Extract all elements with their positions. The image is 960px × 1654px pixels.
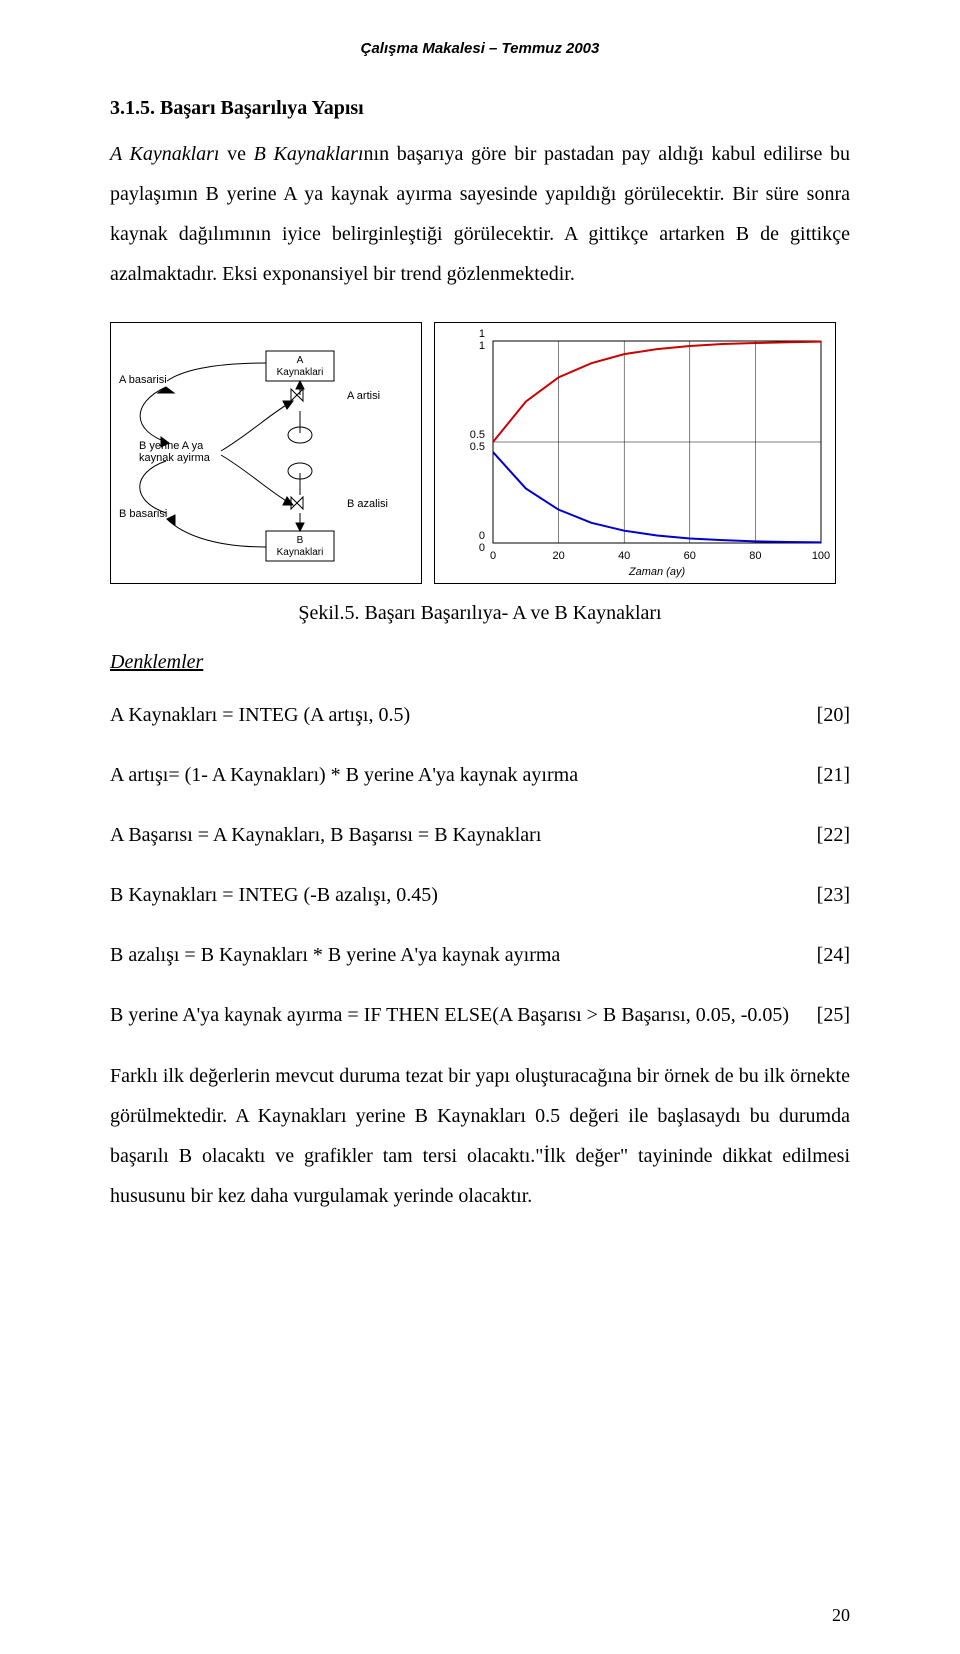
equation-number: [24] [799,936,850,974]
equation-row: B azalışı = B Kaynakları * B yerine A'ya… [110,936,850,974]
svg-text:Kaynaklari: Kaynaklari [277,547,324,558]
svg-text:0: 0 [479,542,485,554]
time-series-chart: 0 20 40 60 80 100 11 0.50.5 00 Zaman (ay) [434,322,836,584]
svg-text:kaynak ayirma: kaynak ayirma [139,452,211,464]
svg-text:B basarisi: B basarisi [119,508,167,520]
page-number: 20 [832,1605,850,1626]
svg-text:80: 80 [749,550,761,562]
svg-text:1: 1 [479,340,485,352]
equation-lhs: A Başarısı = A Kaynakları, B Başarısı = … [110,816,799,854]
equation-number: [22] [799,816,850,854]
body-paragraph-2: Farklı ilk değerlerin mevcut duruma teza… [110,1056,850,1216]
svg-text:A basarisi: A basarisi [119,374,167,386]
svg-text:B: B [297,535,304,546]
equation-row: A artışı= (1- A Kaynakları) * B yerine A… [110,756,850,794]
equation-number: [23] [799,876,850,914]
svg-text:0.5: 0.5 [470,429,485,441]
svg-text:Zaman (ay): Zaman (ay) [628,566,686,578]
svg-text:0: 0 [479,530,485,542]
svg-text:1: 1 [479,328,485,340]
svg-text:B azalisi: B azalisi [347,498,388,510]
equations-heading: Denklemler [110,651,850,674]
text-span: ve [220,143,254,165]
term-b-kaynaklari: B Kaynakları [254,143,364,165]
equation-number: [20] [799,696,850,734]
svg-text:Kaynaklari: Kaynaklari [277,367,324,378]
running-header: Çalışma Makalesi – Temmuz 2003 [110,40,850,57]
term-a-kaynaklari: A Kaynakları [110,143,220,165]
svg-text:40: 40 [618,550,630,562]
causal-loop-diagram: AKaynaklariBKaynaklari [110,322,422,584]
equation-lhs: A artışı= (1- A Kaynakları) * B yerine A… [110,756,799,794]
svg-text:0: 0 [490,550,496,562]
equation-number: [21] [799,756,850,794]
svg-text:100: 100 [812,550,830,562]
svg-text:20: 20 [552,550,564,562]
svg-text:0.5: 0.5 [470,441,485,453]
equation-lhs: B azalışı = B Kaynakları * B yerine A'ya… [110,936,799,974]
figure-row: AKaynaklariBKaynaklari [110,322,850,584]
equation-row: A Başarısı = A Kaynakları, B Başarısı = … [110,816,850,854]
svg-text:B yerine A ya: B yerine A ya [139,440,204,452]
equation-row: A Kaynakları = INTEG (A artışı, 0.5)[20] [110,696,850,734]
section-heading: 3.1.5. Başarı Başarılıya Yapısı [110,97,850,120]
equation-row: B yerine A'ya kaynak ayırma = IF THEN EL… [110,996,850,1034]
equation-lhs: A Kaynakları = INTEG (A artışı, 0.5) [110,696,799,734]
svg-text:60: 60 [684,550,696,562]
equation-lhs: B yerine A'ya kaynak ayırma = IF THEN EL… [110,996,799,1034]
equation-row: B Kaynakları = INTEG (-B azalışı, 0.45)[… [110,876,850,914]
figure-caption: Şekil.5. Başarı Başarılıya- A ve B Kayna… [110,602,850,625]
equation-number: [25] [799,996,850,1034]
equation-lhs: B Kaynakları = INTEG (-B azalışı, 0.45) [110,876,799,914]
body-paragraph-1: A Kaynakları ve B Kaynaklarının başarıya… [110,134,850,294]
svg-text:A: A [297,355,304,366]
svg-text:A artisi: A artisi [347,390,380,402]
equations-block: A Kaynakları = INTEG (A artışı, 0.5)[20]… [110,696,850,1034]
